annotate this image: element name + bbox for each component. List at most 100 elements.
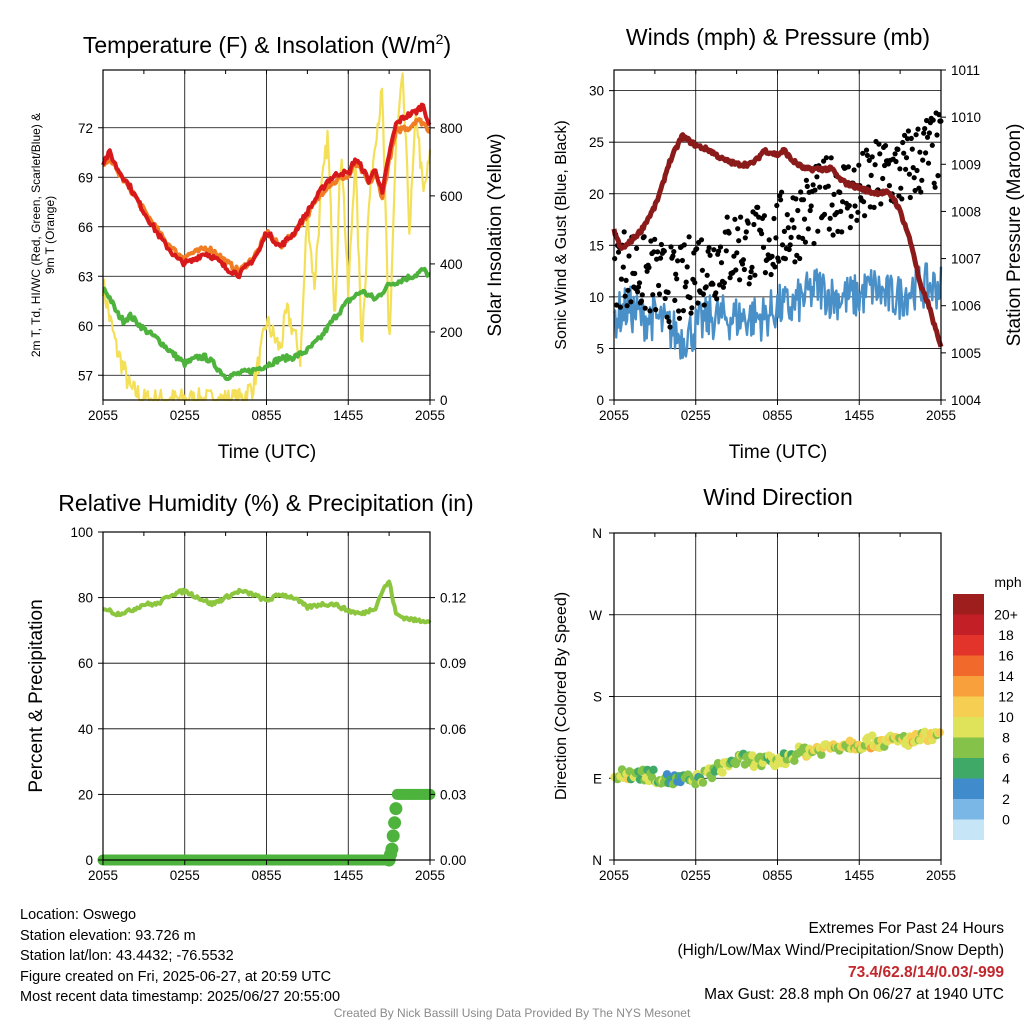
gust-point: [665, 289, 671, 295]
colorbar-tick-label: 2: [1002, 791, 1010, 807]
gust-point: [839, 229, 845, 235]
rh-x-tick-label: 0255: [170, 868, 200, 883]
gust-point: [671, 249, 677, 255]
extremes-panel: Extremes For Past 24 Hours (High/Low/Max…: [678, 918, 1005, 1006]
gust-point: [910, 165, 916, 171]
gust-point: [923, 150, 929, 156]
title-close-paren: ): [443, 32, 451, 58]
gust-point: [653, 307, 659, 313]
gust-point: [815, 228, 821, 234]
gust-point: [742, 235, 748, 241]
rh-x-tick-label: 2055: [415, 868, 445, 883]
gust-point: [624, 303, 630, 309]
rh-y2-tick-label: 0.12: [440, 591, 466, 606]
gust-point: [817, 184, 823, 190]
dir-y-tick-label: N: [592, 526, 602, 541]
colorbar-tick-label: 18: [998, 627, 1014, 643]
temp-x-tick-label: 2055: [415, 408, 445, 423]
gust-point: [760, 244, 767, 250]
gust-point: [740, 257, 747, 263]
gust-point: [825, 183, 831, 189]
colorbar-swatch: [953, 737, 984, 758]
direction-point: [817, 750, 826, 759]
gust-point: [926, 130, 933, 136]
winds-x-tick-label: 2055: [599, 408, 629, 423]
temp-y-axis-label: 2m T, Td, HI/WC (Red, Green, Scarlet/Blu…: [29, 113, 57, 357]
winds-y-axis-label: Sonic Wind & Gust (Blue, Black): [553, 120, 570, 349]
colorbar-swatch: [953, 696, 984, 717]
gust-point: [670, 253, 676, 259]
gust-point: [626, 253, 632, 259]
gust-point: [703, 284, 709, 290]
rh-y2-tick-label: 0.09: [440, 656, 466, 671]
temp-y-label-line2: 9m T (Orange): [43, 196, 57, 274]
winds-y-tick-label: 10: [589, 290, 604, 305]
max-gust-text: Max Gust: 28.8 mph On 06/27 at 1940 UTC: [704, 986, 1004, 1003]
direction-point: [698, 778, 708, 787]
winds-y2-tick-label: 1008: [951, 204, 981, 219]
gust-point: [911, 175, 917, 181]
winds-x-tick-label: 2055: [926, 408, 956, 423]
gust-point: [903, 155, 910, 161]
gust-point: [667, 324, 673, 330]
colorbar-swatch: [953, 676, 984, 697]
gust-point: [651, 249, 657, 255]
gust-point: [745, 220, 751, 226]
gust-point: [931, 180, 937, 186]
gust-point: [936, 112, 942, 118]
colorbar-tick-label: 14: [998, 668, 1014, 684]
winds-y2-tick-label: 1007: [951, 252, 981, 267]
rh-x-tick-label: 0855: [251, 868, 281, 883]
gust-point: [686, 234, 692, 240]
gust-point: [773, 235, 779, 241]
winds-y-tick-label: 5: [596, 341, 604, 356]
temp-x-tick-label: 1455: [333, 408, 363, 423]
gust-point: [831, 191, 837, 197]
winds-x-tick-label: 1455: [844, 408, 874, 423]
gust-point: [913, 132, 919, 138]
gust-point: [614, 302, 620, 308]
gust-point: [882, 143, 889, 149]
gust-point: [714, 296, 720, 302]
gust-point: [847, 225, 853, 231]
direction-point: [707, 773, 717, 783]
gust-point: [808, 203, 814, 209]
gust-point: [718, 260, 725, 266]
gust-point: [924, 134, 931, 140]
gust-point: [860, 150, 866, 156]
gust-point: [830, 232, 836, 238]
gust-point: [717, 244, 724, 250]
gust-point: [878, 201, 884, 207]
dir-y-tick-label: W: [589, 608, 602, 623]
colorbar-units-label: mph: [994, 574, 1021, 590]
gust-point: [827, 215, 833, 221]
gust-point: [679, 257, 686, 264]
gust-point: [852, 203, 858, 209]
gust-point: [919, 177, 925, 183]
gust-point: [683, 279, 689, 285]
colorbar-tick-label: 6: [1002, 750, 1010, 766]
dir-y-tick-label: E: [593, 771, 602, 786]
gust-point: [650, 292, 656, 298]
winds-y2-tick-label: 1011: [951, 63, 980, 78]
gust-point: [743, 229, 749, 235]
gust-point: [798, 189, 804, 195]
gust-point: [810, 182, 816, 188]
colorbar-swatch: [953, 635, 984, 656]
gust-point: [851, 167, 857, 173]
winds-x-tick-label: 0855: [762, 408, 792, 423]
gust-point: [846, 203, 852, 209]
gust-point: [776, 258, 782, 264]
colorbar-swatch: [953, 614, 984, 635]
gust-point: [615, 249, 622, 255]
gust-point: [921, 130, 927, 136]
gust-point: [617, 304, 624, 310]
gust-point: [864, 152, 871, 158]
gust-point: [625, 287, 631, 293]
gust-point: [717, 282, 723, 288]
gust-point: [920, 157, 926, 163]
gust-point: [751, 221, 757, 228]
gust-point: [893, 158, 899, 165]
gust-point: [909, 146, 915, 152]
